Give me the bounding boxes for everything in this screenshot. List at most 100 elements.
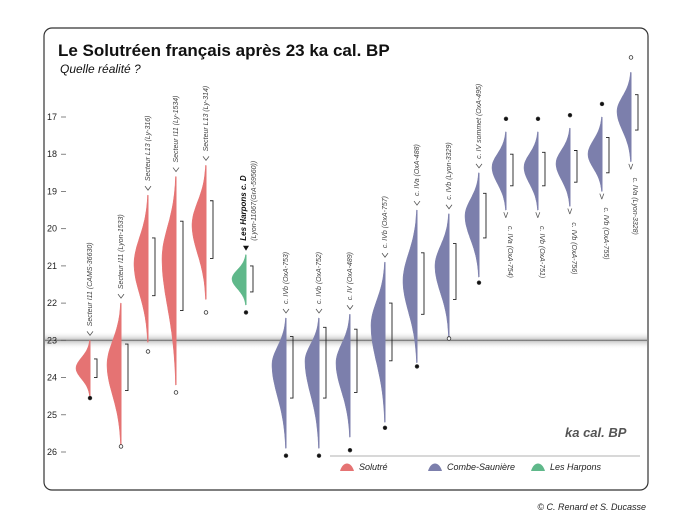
sample-label: c. IVb (OxA-752): [316, 252, 323, 304]
sample-label: c. IVb (OxA-751): [538, 226, 545, 278]
sample-arrow: >: [532, 211, 542, 219]
sample-sublabel: (Lyon-11067(GrA-59560)): [251, 161, 258, 241]
range-bracket: [421, 252, 425, 315]
sample-label: c. IVa (OxA-754): [506, 226, 513, 278]
outlier-point: [476, 280, 482, 285]
y-tick-label: 19: [47, 186, 57, 196]
range-bracket: [94, 358, 98, 379]
sample-arrow: [202, 156, 210, 162]
outlier-point: [87, 395, 93, 401]
sample-distribution: Les Harpons c. D (Lyon-11067(GrA-59560)): [231, 161, 258, 315]
sample-label: c. IVa (Lyon-3328): [631, 178, 638, 235]
outlier-point: [118, 444, 124, 449]
y-tick-label: 23: [47, 335, 57, 345]
outlier-point: [173, 390, 179, 395]
y-tick-label: 22: [47, 298, 57, 308]
density-shape: [370, 261, 386, 423]
sample-arrow: >: [564, 208, 574, 216]
range-bracket: [250, 265, 254, 293]
sample-distribution: Secteur L13 (Ly-314): [191, 86, 214, 315]
chart-subtitle: Quelle réalité ?: [60, 62, 141, 76]
frame: [43, 27, 649, 491]
legend-label: Les Harpons: [550, 462, 602, 472]
sample-distribution: c. IVa (OxA-488): [402, 144, 425, 369]
legend-swatch: [531, 463, 545, 471]
range-bracket: [323, 326, 327, 399]
sample-label: Secteur I11 (Lyon-1533): [118, 214, 125, 289]
outlier-point: [535, 116, 541, 122]
sample-distribution: Secteur I11 (Ly-1534): [161, 95, 184, 395]
density-shape: [271, 317, 287, 449]
sample-arrow: [381, 252, 389, 258]
density-shape: [191, 165, 207, 300]
range-bracket: [152, 237, 156, 297]
range-bracket: [210, 200, 214, 259]
sample-label: c. IVb (Lyon-3329): [446, 142, 453, 199]
y-tick-label: 25: [47, 410, 57, 420]
density-shape: [587, 116, 603, 192]
outlier-point: [283, 453, 289, 458]
outlier-point: [628, 55, 634, 60]
outlier-point: [382, 425, 388, 431]
y-tick-label: 26: [47, 447, 57, 457]
range-bracket: [574, 150, 578, 183]
range-bracket: [180, 220, 184, 312]
sample-distribution: Secteur I11 (Lyon-1533): [106, 214, 129, 449]
density-shape: [304, 317, 320, 449]
outlier-point: [243, 310, 249, 315]
sample-label: Secteur L13 (Ly-316): [145, 116, 152, 182]
outlier-point: [145, 349, 151, 354]
density-shape: [106, 302, 122, 445]
sample-arrow: [413, 200, 421, 206]
outlier-point: [347, 447, 353, 453]
sample-arrow: [282, 308, 290, 314]
sample-arrow: [315, 308, 323, 314]
sample-arrow: [86, 331, 94, 336]
range-bracket: [354, 328, 358, 393]
density-shape: [161, 176, 177, 386]
sample-distribution: c. IVb (OxA-752): [304, 252, 327, 458]
outlier-point: [567, 112, 573, 118]
legend-swatch: [428, 463, 442, 471]
density-shape: [75, 340, 91, 397]
sample-distribution: c. IV (OxA-489): [335, 252, 358, 453]
y-tick-label: 20: [47, 224, 57, 234]
density-shape: [616, 72, 632, 162]
y-tick-label: 17: [47, 112, 57, 122]
outlier-point: [503, 116, 509, 122]
density-shape: [133, 194, 149, 343]
sample-arrow: >: [625, 163, 635, 171]
range-bracket: [290, 336, 294, 399]
credit: © C. Renard et S. Ducasse: [537, 502, 646, 512]
y-tick-label: 21: [47, 261, 57, 271]
sample-label: Secteur I11 (Ly-1534): [173, 95, 180, 162]
sample-distribution: > c. IVb (OxA-755): [587, 101, 610, 260]
range-bracket: [606, 137, 610, 174]
sample-distribution: > c. IVa (OxA-754): [491, 116, 514, 278]
range-bracket: [510, 153, 514, 187]
outlier-point: [203, 310, 209, 315]
range-bracket: [542, 151, 546, 187]
legend: Solutré Combe-Saunière Les Harpons: [330, 455, 640, 472]
range-bracket: [483, 192, 487, 239]
y-tick-label: 18: [47, 149, 57, 159]
sample-label: c. IVb (OxA-757): [382, 196, 389, 248]
sample-label: Les Harpons c. D: [239, 175, 248, 241]
sample-distribution: Secteur L13 (Ly-316): [133, 116, 156, 354]
sample-label: Secteur I11 (CAMS-36630): [87, 242, 94, 326]
y-unit-label: ka cal. BP: [565, 425, 627, 440]
sample-arrow: [243, 245, 249, 251]
density-shape: [523, 131, 539, 211]
sample-arrow: [172, 167, 180, 173]
outlier-point: [446, 336, 452, 341]
sample-label: c. IVb (OxA-755): [602, 207, 609, 259]
outlier-point: [414, 364, 420, 369]
sample-arrow: [117, 293, 125, 299]
sample-label: Secteur L13 (Ly-314): [203, 86, 210, 152]
range-bracket: [389, 302, 393, 362]
y-tick-label: 24: [47, 373, 57, 383]
sample-arrow: [346, 305, 354, 310]
sample-distribution: Secteur I11 (CAMS-36630): [75, 242, 98, 401]
